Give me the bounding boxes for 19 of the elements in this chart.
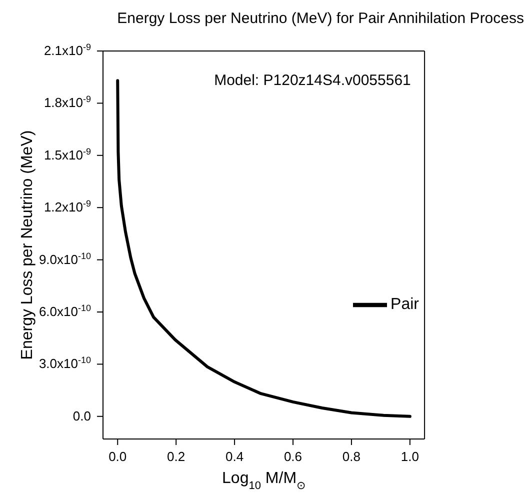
y-tick-label: 6.0x10$^{-10}$ [38,302,91,319]
legend-label: Pair [390,296,419,314]
y-tick-label: 1.2x10$^{-9}$ [44,198,91,215]
x-tick-label: 0.6 [284,449,302,464]
y-tick-label: 0.0 [72,408,91,424]
y-tick-label: 1.5x10$^{-9}$ [44,146,91,162]
annotation: Model: P120z14S4.v0055561 [213,72,412,89]
y-axis-title: Energy Loss per Neutrino (MeV) [19,130,36,360]
x-tick-label: 0.2 [167,449,186,464]
x-tick-label: 0.4 [226,449,244,464]
x-tick-label: 0.0 [108,449,127,464]
chart-title: Energy Loss per Neutrino (MeV) for Pair Annihilation Process [116,10,524,27]
y-tick-label: 3.0x10$^{-10}$ [38,355,91,372]
x-axis-title: Log$_{10}$ M/M$_{⊙}$ [222,470,306,492]
x-tick-label: 1.0 [400,449,419,464]
y-tick-label: 1.8x10$^{-9}$ [44,94,91,110]
y-tick-label: 9.0x10$^{-10}$ [38,250,91,267]
x-tick-label: 0.8 [342,449,361,464]
y-tick-label: 2.1x10$^{-9}$ [44,42,91,58]
